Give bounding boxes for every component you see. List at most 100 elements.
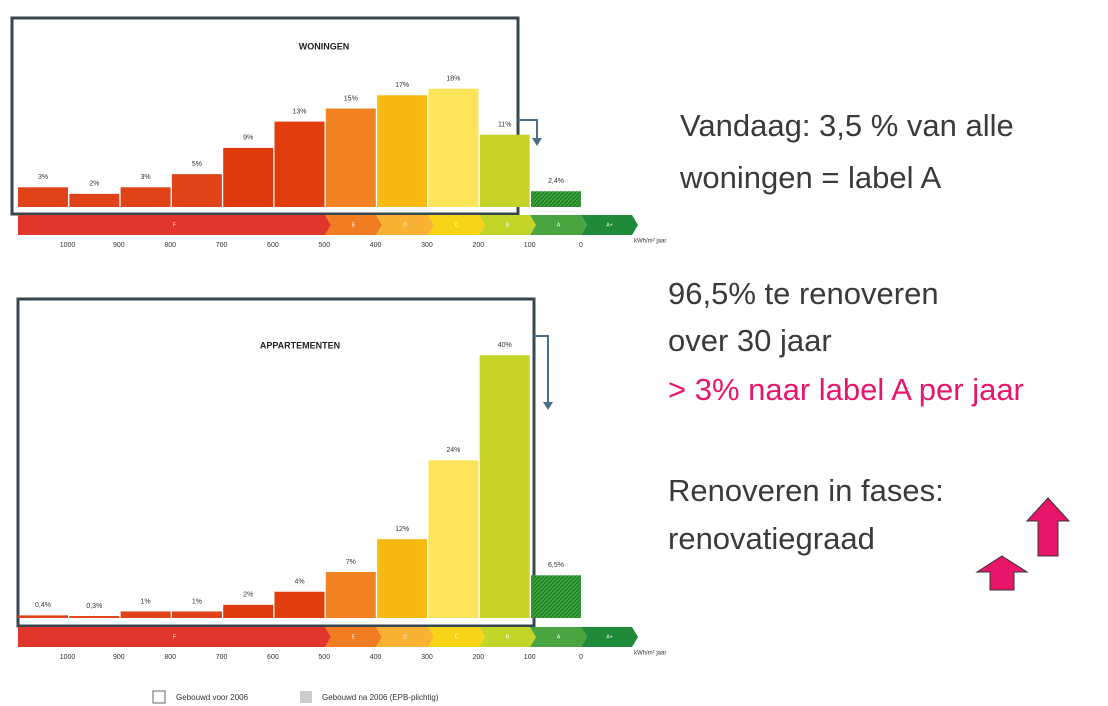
legend-label: Gebouwd voor 2006 bbox=[176, 693, 249, 702]
x-tick-label: 800 bbox=[164, 654, 176, 661]
bar bbox=[223, 147, 274, 207]
x-tick-label: 200 bbox=[472, 654, 484, 661]
text: > 3% naar label A per jaar bbox=[668, 372, 1024, 407]
bar bbox=[479, 134, 530, 207]
bar bbox=[171, 174, 222, 207]
bar bbox=[428, 460, 479, 618]
energy-band bbox=[581, 627, 638, 647]
data-label: 12% bbox=[395, 526, 409, 533]
data-label: 0,3% bbox=[86, 603, 102, 610]
data-label: 1% bbox=[192, 598, 202, 605]
energy-band bbox=[376, 627, 434, 647]
x-tick-label: 700 bbox=[216, 242, 228, 249]
energy-band bbox=[428, 627, 485, 647]
data-label: 2% bbox=[89, 181, 99, 188]
up-arrow bbox=[975, 555, 1029, 591]
band-label: F bbox=[173, 634, 176, 640]
text: Vandaag: 3,5 % van alle bbox=[680, 108, 1014, 143]
x-tick-label: 1000 bbox=[60, 242, 76, 249]
x-tick-label: 700 bbox=[216, 654, 228, 661]
band-label: A+ bbox=[606, 222, 612, 228]
x-tick-label: 300 bbox=[421, 242, 433, 249]
data-label: 0,4% bbox=[35, 602, 51, 609]
energy-band bbox=[581, 215, 638, 235]
energy-band bbox=[530, 627, 587, 647]
data-label: 13% bbox=[292, 108, 306, 115]
legend-label: Gebouwd na 2006 (EPB-plichtig) bbox=[322, 693, 439, 702]
data-label: 2,4% bbox=[548, 178, 564, 185]
energy-band bbox=[479, 215, 536, 235]
bar bbox=[531, 575, 581, 618]
x-tick-label: 900 bbox=[113, 654, 125, 661]
band-label: F bbox=[173, 222, 176, 228]
arrow-head bbox=[532, 138, 542, 146]
data-label: 3% bbox=[38, 174, 48, 181]
bar bbox=[377, 539, 428, 618]
text: 96,5% te renoveren bbox=[668, 276, 939, 311]
text: woningen = label A bbox=[679, 160, 941, 195]
legend-swatch bbox=[300, 691, 312, 703]
data-label: 2% bbox=[243, 592, 253, 599]
legend-swatch bbox=[152, 690, 166, 704]
band-label: C bbox=[455, 222, 459, 228]
bar bbox=[325, 572, 376, 618]
bar bbox=[531, 191, 581, 207]
data-label: 24% bbox=[446, 447, 460, 454]
energy-band bbox=[18, 215, 331, 235]
band-label: B bbox=[506, 634, 510, 640]
bar bbox=[69, 616, 120, 618]
x-tick-label: 300 bbox=[421, 654, 433, 661]
band-label: A bbox=[557, 222, 561, 228]
x-tick-label: 100 bbox=[524, 654, 536, 661]
data-label: 18% bbox=[446, 76, 460, 83]
band-label: D bbox=[403, 222, 407, 228]
x-tick-label: 400 bbox=[370, 654, 382, 661]
arrow bbox=[534, 335, 549, 404]
text: renovatiegraad bbox=[668, 521, 875, 556]
band-label: E bbox=[352, 222, 356, 228]
band-label: B bbox=[506, 222, 510, 228]
data-label: 11% bbox=[498, 122, 512, 129]
bar bbox=[171, 611, 222, 618]
arrow-head bbox=[543, 402, 553, 410]
energy-band bbox=[18, 627, 331, 647]
bar bbox=[120, 611, 171, 618]
x-tick-label: 400 bbox=[370, 242, 382, 249]
bar bbox=[69, 193, 120, 207]
data-label: 1% bbox=[141, 598, 151, 605]
text: Renoveren in fases: bbox=[668, 473, 944, 508]
band-label: C bbox=[455, 634, 459, 640]
arrow bbox=[518, 119, 538, 140]
data-label: 9% bbox=[243, 135, 253, 142]
data-label: 5% bbox=[192, 161, 202, 168]
x-tick-label: 1000 bbox=[60, 654, 76, 661]
energy-band bbox=[428, 215, 485, 235]
data-label: 15% bbox=[344, 95, 358, 102]
bar bbox=[223, 604, 274, 618]
data-label: 3% bbox=[141, 174, 151, 181]
x-tick-label: 600 bbox=[267, 242, 279, 249]
energy-band bbox=[325, 215, 382, 235]
frame bbox=[10, 16, 520, 216]
bar bbox=[428, 88, 479, 207]
data-label: 17% bbox=[395, 82, 409, 89]
bar bbox=[18, 615, 68, 618]
energy-band bbox=[530, 215, 587, 235]
bar bbox=[479, 355, 530, 618]
energy-band bbox=[479, 627, 536, 647]
data-label: 4% bbox=[294, 579, 304, 586]
bar bbox=[325, 108, 376, 207]
chart-title: WONINGEN bbox=[299, 41, 350, 51]
text: over 30 jaar bbox=[668, 323, 832, 358]
x-axis-label: kWh/m² jaar bbox=[634, 651, 666, 657]
bar bbox=[274, 121, 325, 207]
up-arrow bbox=[1025, 497, 1071, 557]
data-label: 6,5% bbox=[548, 562, 564, 569]
bar bbox=[120, 187, 171, 207]
band-label: D bbox=[403, 634, 407, 640]
x-tick-label: 500 bbox=[318, 242, 330, 249]
bar bbox=[274, 591, 325, 618]
x-tick-label: 900 bbox=[113, 242, 125, 249]
frame bbox=[16, 297, 536, 628]
